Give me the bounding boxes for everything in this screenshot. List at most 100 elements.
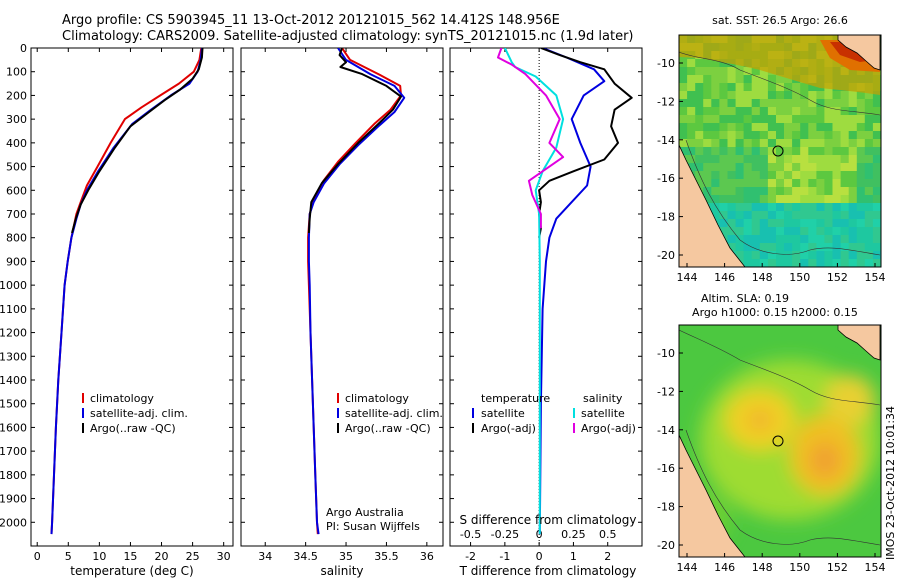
sst-cell	[848, 123, 858, 132]
sst-cell	[784, 83, 793, 92]
sst-cell	[679, 123, 688, 132]
sst-cell	[759, 251, 769, 260]
sst-cell	[695, 131, 704, 140]
sst-cell	[800, 107, 809, 116]
sst-cell	[751, 99, 761, 108]
lon-tick-label: 154	[865, 561, 886, 574]
sst-cell	[800, 243, 809, 252]
sst-cell	[872, 251, 881, 260]
sst-cell	[751, 163, 761, 172]
sst-cell	[751, 211, 761, 220]
difference-xlabel: T difference from climatology	[459, 564, 637, 578]
sst-cell	[792, 123, 801, 132]
sst-cell	[759, 235, 769, 244]
sst-cell	[824, 107, 834, 116]
temperature-axes	[30, 47, 234, 547]
sst-cell	[784, 219, 793, 228]
lon-tick-label: 146	[714, 561, 735, 574]
depth-tick-label: 1600	[0, 421, 27, 434]
sst-cell	[776, 75, 785, 84]
sst-cell	[776, 259, 785, 267]
sst-cell	[824, 147, 834, 156]
sst-cell	[824, 91, 834, 100]
sst-cell	[687, 131, 696, 140]
series-line-climatology	[50, 48, 203, 535]
sst-cell	[872, 211, 881, 220]
sst-cell	[792, 195, 801, 204]
sst-cell	[808, 147, 817, 156]
sst-cell	[679, 59, 688, 68]
sst-cell	[864, 139, 874, 148]
sst-cell	[792, 155, 801, 164]
sla-blob	[825, 375, 875, 425]
legend-label-climatology: climatology	[345, 392, 409, 405]
lat-tick-label: -18	[657, 501, 675, 514]
sst-cell	[848, 187, 858, 196]
sst-cell	[703, 107, 712, 116]
sst-cell	[743, 187, 753, 196]
sst-cell	[759, 115, 769, 124]
depth-tick-label: 1900	[0, 493, 27, 506]
sst-cell	[735, 251, 745, 260]
sst-cell	[864, 187, 874, 196]
s-tick-label: -0.25	[491, 528, 519, 541]
sst-cell	[735, 99, 745, 108]
sst-cell	[679, 107, 688, 116]
sst-cell	[735, 179, 745, 188]
sst-cell	[703, 131, 712, 140]
sst-cell	[856, 203, 866, 212]
series-line-argo-raw-qc-	[307, 48, 402, 234]
sst-cell	[808, 243, 817, 252]
sst-cell	[856, 147, 866, 156]
sst-cell	[743, 195, 753, 204]
sst-cell	[751, 251, 761, 260]
sst-cell	[848, 115, 858, 124]
series-line-satellite-adj-clim-	[307, 48, 406, 535]
sst-cell	[727, 171, 737, 180]
sst-map-frame	[678, 34, 882, 268]
sst-cell	[824, 227, 834, 236]
sst-cell	[864, 147, 874, 156]
sst-cell	[751, 187, 761, 196]
x-tick-label: 1	[570, 550, 577, 563]
sst-cell	[759, 243, 769, 252]
sst-cell	[808, 91, 817, 100]
sst-cell	[792, 171, 801, 180]
argo-float-location	[772, 145, 784, 157]
sst-cell	[800, 163, 809, 172]
depth-axis: 0 100 200 300 400 500 600 700 800 900 1000 1100 1200…	[0, 42, 642, 529]
x-tick-label: 20	[155, 550, 169, 563]
x-tick-label: -1	[499, 550, 510, 563]
series-line-salinity-argo-adj-	[497, 48, 565, 229]
sst-cell	[808, 83, 817, 92]
sst-cell	[679, 67, 688, 76]
sst-cell	[776, 131, 785, 140]
sst-cell	[800, 235, 809, 244]
sla-map-title-line1: Altim. SLA: 0.19	[701, 292, 789, 305]
sst-cell	[832, 123, 842, 132]
sst-cell	[687, 147, 696, 156]
sst-cell	[832, 259, 842, 267]
sst-cell	[840, 227, 850, 236]
sst-cell	[679, 147, 688, 156]
sst-cell	[840, 99, 850, 108]
sst-cell	[767, 259, 777, 267]
legend-label-argo: Argo(..raw -QC)	[90, 422, 176, 435]
x-tick-label: 5	[65, 550, 72, 563]
sst-cell	[792, 131, 801, 140]
sst-cell	[735, 91, 745, 100]
sst-cell	[832, 115, 842, 124]
sst-cell	[743, 227, 753, 236]
sst-cell	[832, 195, 842, 204]
sst-cell	[703, 67, 712, 76]
sst-cell	[808, 171, 817, 180]
sst-cell	[719, 195, 729, 204]
sst-cell	[759, 99, 769, 108]
depth-tick-label: 0	[20, 42, 27, 55]
sst-cell	[743, 123, 753, 132]
sst-cell	[848, 155, 858, 164]
shelf-contour	[685, 429, 881, 546]
sst-cell	[824, 123, 834, 132]
sst-cell	[840, 211, 850, 220]
sst-cell	[735, 155, 745, 164]
